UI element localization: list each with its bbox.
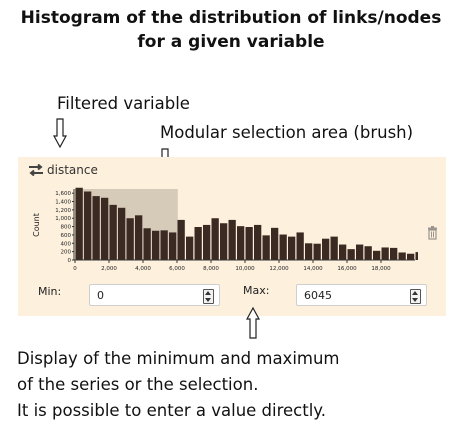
histogram-bar (296, 232, 304, 260)
x-tick-label: 14,000 (303, 266, 323, 272)
histogram-bar (75, 187, 83, 260)
bottom-note-line-2: of the series or the selection. (17, 375, 259, 394)
page-title: Histogram of the distribution of links/n… (0, 6, 462, 54)
histogram-bar (254, 224, 262, 260)
y-tick-label: 400 (61, 241, 72, 247)
y-tick-label: 0 (68, 258, 72, 264)
x-tick-label: 6,000 (169, 266, 185, 272)
brush-note: Modular selection area (brush) (160, 123, 414, 142)
histogram-bar (356, 244, 364, 260)
y-tick-label: 600 (61, 233, 72, 239)
histogram-bar (203, 224, 211, 260)
histogram-bar (245, 227, 253, 260)
min-max-arrow-icon (246, 307, 260, 339)
min-spinner-icon[interactable] (203, 289, 214, 304)
histogram-bar (364, 246, 372, 260)
variable-name: distance (47, 163, 98, 177)
histogram-bar (135, 215, 143, 260)
x-tick-label: 2,000 (101, 266, 117, 272)
y-tick-label: 200 (61, 250, 72, 256)
histogram-bar (390, 247, 398, 260)
histogram-bar (381, 247, 389, 260)
histogram-bar (271, 227, 279, 260)
histogram-bar (398, 252, 406, 260)
histogram-bar (228, 219, 236, 260)
histogram-bar (109, 204, 117, 260)
histogram-bar (373, 250, 381, 260)
x-tick-label: 4,000 (135, 266, 151, 272)
histogram-bar (262, 235, 270, 260)
histogram-bar (160, 230, 168, 260)
bottom-note-line-3: It is possible to enter a value directly… (17, 401, 326, 420)
histogram-bar (415, 252, 418, 260)
histogram-bar (305, 243, 313, 260)
histogram-bar (92, 196, 100, 260)
max-spinner-icon[interactable] (410, 289, 421, 304)
histogram-bar (118, 207, 126, 260)
filtered-variable-arrow-icon (53, 118, 67, 148)
histogram-bar (220, 223, 228, 260)
histogram-bar (330, 236, 338, 260)
x-tick-label: 18,000 (371, 266, 391, 272)
histogram-bar (186, 236, 194, 260)
bottom-note-line-1: Display of the minimum and maximum (17, 349, 340, 368)
histogram-bar (279, 234, 287, 260)
variable-header[interactable]: distance (28, 163, 98, 177)
y-axis-label: Count (32, 213, 41, 237)
histogram-bar (407, 253, 415, 260)
histogram-bar (177, 219, 185, 260)
swap-arrows-icon[interactable] (28, 164, 44, 176)
histogram-bar (322, 238, 330, 260)
y-tick-label: 1,400 (55, 200, 71, 206)
y-tick-label: 1,600 (55, 191, 71, 197)
title-line-2: for a given variable (137, 32, 325, 52)
histogram-bar (194, 227, 202, 260)
x-tick-label: 16,000 (337, 266, 357, 272)
x-tick-label: 12,000 (269, 266, 289, 272)
histogram-bar (237, 226, 245, 260)
max-value: 6045 (304, 288, 332, 302)
y-tick-label: 1,200 (55, 208, 71, 214)
histogram-bar (84, 191, 92, 260)
histogram-bar (211, 218, 219, 260)
trash-icon[interactable] (427, 226, 438, 240)
histogram-bar (339, 244, 347, 260)
histogram-bar (313, 243, 321, 260)
y-tick-label: 800 (61, 225, 72, 231)
x-tick-label: 8,000 (203, 266, 219, 272)
histogram-bar (101, 197, 109, 260)
max-label: Max: (243, 284, 270, 297)
y-tick-label: 1,000 (55, 216, 71, 222)
x-tick-label: 0 (73, 266, 77, 272)
min-label: Min: (38, 285, 62, 298)
histogram-bar (152, 230, 160, 260)
histogram-bar (169, 232, 177, 260)
histogram-bar (347, 249, 355, 260)
histogram-bar (288, 236, 296, 260)
filtered-variable-note: Filtered variable (57, 94, 190, 113)
histogram-bar (126, 218, 134, 260)
histogram-bar (143, 228, 151, 260)
x-tick-label: 10,000 (235, 266, 255, 272)
min-value: 0 (97, 288, 104, 302)
min-input[interactable]: 0 (89, 284, 220, 306)
max-input[interactable]: 6045 (296, 284, 427, 306)
histogram-chart[interactable]: 0 200 400 600 800 1,000 1,200 1,400 1,600 0 2,000 4… (18, 180, 418, 276)
title-line-1: Histogram of the distribution of links/n… (20, 8, 442, 28)
